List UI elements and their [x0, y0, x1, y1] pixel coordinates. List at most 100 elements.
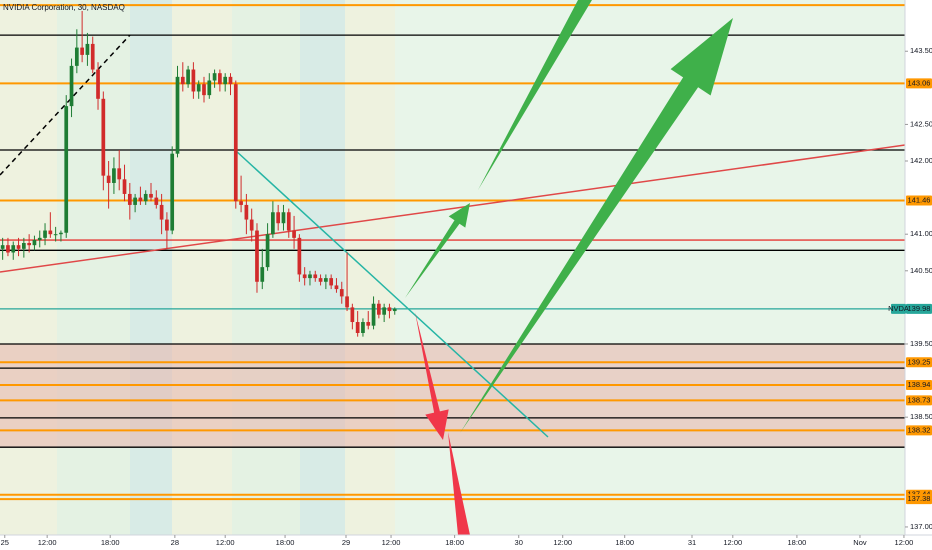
- candle-body: [387, 307, 392, 312]
- axes: 137.00 138.50 139.50 140.50 141.00 142.00 142.…: [1, 46, 932, 547]
- candle-body: [96, 69, 100, 99]
- x-tick-label: 30: [515, 538, 523, 547]
- down-arrow: [415, 312, 449, 440]
- candle-body: [48, 230, 53, 235]
- candle-body: [112, 168, 116, 183]
- candle-body: [345, 296, 349, 308]
- candle-body: [371, 303, 376, 326]
- x-tick-label: 12:00: [38, 538, 57, 547]
- trend-line: [234, 149, 549, 438]
- candle-body: [191, 69, 196, 92]
- candle-body: [292, 230, 296, 238]
- candle-body: [324, 278, 328, 282]
- x-tick-label: 18:00: [615, 538, 634, 547]
- symbol-tag-bg: [891, 303, 906, 314]
- price-label: 139.98: [908, 304, 931, 313]
- candle-body: [6, 245, 10, 253]
- candle-body: [376, 303, 381, 315]
- trend-line: [0, 34, 131, 176]
- candle-body: [27, 242, 31, 246]
- candle-body: [339, 289, 344, 297]
- candle-body: [276, 212, 281, 224]
- candle-body: [80, 47, 84, 55]
- price-label-bg: [906, 303, 932, 314]
- candle-body: [350, 307, 355, 323]
- price-label-bg: [906, 379, 932, 390]
- candle-body: [101, 98, 106, 176]
- y-tick-label: 143.50: [910, 46, 932, 55]
- candle-body: [392, 308, 397, 312]
- price-label: 139.25: [908, 357, 931, 366]
- candle-body: [297, 237, 302, 275]
- candle-body: [53, 234, 58, 236]
- candle-body: [366, 322, 371, 326]
- x-tick-label: 12:00: [216, 538, 235, 547]
- y-tick-label: 142.50: [910, 119, 932, 128]
- y-tick-label: 139.50: [910, 339, 932, 348]
- candle-body: [355, 322, 360, 334]
- candle-body: [196, 84, 201, 92]
- price-axis: [905, 0, 932, 550]
- candle-body: [244, 204, 249, 220]
- candle-body: [218, 73, 222, 85]
- candle-body: [21, 242, 26, 249]
- price-label: 137.38: [908, 494, 931, 503]
- candle-body: [308, 274, 312, 279]
- x-tick-label: 12:00: [895, 538, 914, 547]
- candle-body: [186, 69, 190, 85]
- risk-zone: [0, 344, 905, 447]
- candle-body: [202, 84, 206, 96]
- candle-body: [271, 212, 275, 235]
- candle-body: [133, 197, 137, 205]
- x-tick-label: 12:00: [553, 538, 572, 547]
- candle-body: [16, 245, 21, 249]
- candle-body: [122, 179, 127, 194]
- x-tick-label: 31: [688, 538, 696, 547]
- candle-body: [90, 43, 95, 70]
- candle-body: [265, 234, 270, 268]
- candle-body: [85, 43, 90, 55]
- y-tick-label: 138.50: [910, 412, 932, 421]
- price-label-bg: [906, 494, 932, 505]
- candle-body: [382, 307, 387, 315]
- x-tick-label: 25: [1, 538, 9, 547]
- x-tick-label: 18:00: [101, 538, 120, 547]
- price-label-bg: [906, 357, 932, 368]
- session-band: [345, 0, 395, 535]
- price-label: 138.32: [908, 425, 931, 434]
- candle-body: [69, 65, 74, 107]
- price-label: 138.73: [908, 395, 931, 404]
- session-band: [300, 0, 345, 535]
- session-band: [232, 0, 300, 535]
- price-label-bg: [906, 195, 932, 206]
- time-axis: [0, 535, 932, 550]
- candle-body: [207, 80, 212, 96]
- candle-body: [159, 204, 164, 220]
- candle-body: [37, 237, 42, 241]
- candle-body: [313, 274, 318, 279]
- trend-line: [0, 144, 906, 273]
- up-arrow: [460, 18, 733, 433]
- candle-body: [106, 175, 111, 183]
- symbol-tag: NVDA: [888, 304, 909, 313]
- price-label-bg: [906, 425, 932, 436]
- session-band: [57, 0, 130, 535]
- candle-body: [64, 106, 69, 233]
- candle-body: [117, 168, 122, 180]
- chart-title: NVIDIA Corporation, 30, NASDAQ: [3, 3, 125, 12]
- levels: [0, 4, 905, 501]
- up-arrow: [478, 0, 592, 190]
- candle-body: [249, 219, 254, 231]
- candle-body: [281, 212, 286, 224]
- candle-body: [212, 73, 217, 81]
- candle-body: [74, 47, 79, 66]
- candle-body: [127, 193, 132, 205]
- candle-body: [138, 197, 143, 202]
- candle-body: [149, 193, 153, 198]
- x-tick-label: 18:00: [788, 538, 807, 547]
- candle-body: [32, 240, 37, 246]
- candle-body: [0, 245, 5, 249]
- candles: [0, 10, 397, 337]
- candle-body: [239, 201, 243, 205]
